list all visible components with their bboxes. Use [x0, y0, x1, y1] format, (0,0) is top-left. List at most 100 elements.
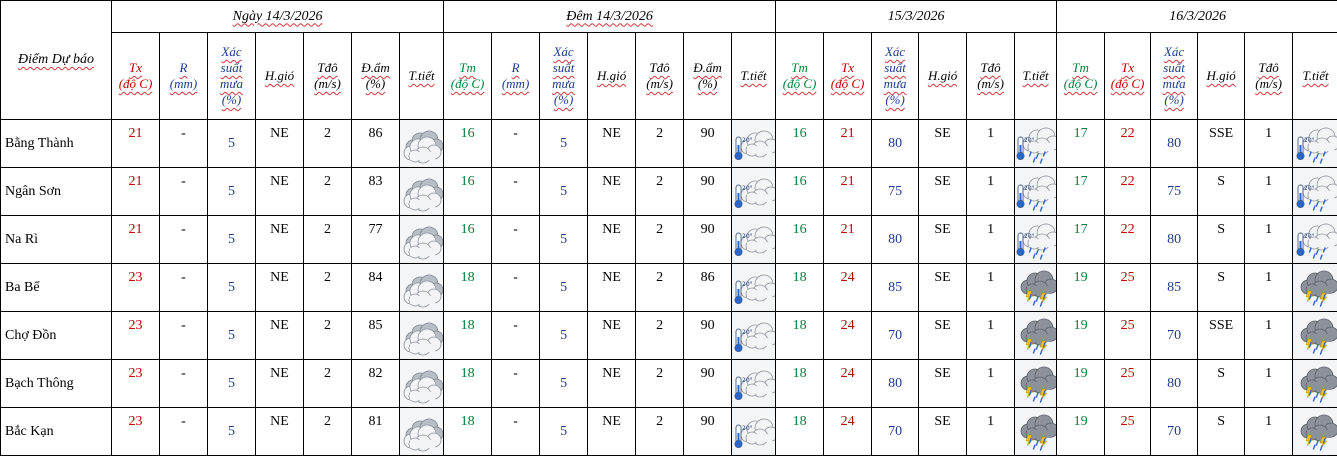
d15-wind-direction: SE: [919, 360, 967, 408]
weather-icon-cell: 20°: [1293, 168, 1337, 216]
night-rainfall: -: [492, 312, 540, 360]
day-wind-speed: 2: [304, 168, 352, 216]
column-header-line: suất: [208, 60, 255, 76]
day-col-header-6: T.tiết: [400, 33, 444, 120]
d16-wind-direction: SSE: [1198, 120, 1245, 168]
weather-icon-cell: 20°: [1293, 120, 1337, 168]
location-name: Ba Bể: [1, 264, 112, 312]
day-col-header-1: R(mm): [160, 33, 208, 120]
column-header-line: (độ C): [444, 76, 491, 92]
day-max-temp: 21: [112, 216, 160, 264]
night-rainfall: -: [492, 120, 540, 168]
column-header-line: Đ.ẩm: [684, 60, 731, 76]
night-wind-direction: NE: [588, 168, 636, 216]
location-name: Chợ Đồn: [1, 312, 112, 360]
weather-icon-cell: [400, 216, 444, 264]
weather-icon-cell: [1015, 312, 1057, 360]
weather-icon-cell: [400, 120, 444, 168]
day-rain-probability: 5: [208, 264, 256, 312]
night-min-temp: 18: [444, 264, 492, 312]
night-min-temp: 16: [444, 216, 492, 264]
night-humidity: 86: [684, 264, 732, 312]
day-rain-probability: 5: [208, 360, 256, 408]
d15-wind-direction: SE: [919, 408, 967, 456]
column-header-line: (độ C): [776, 76, 823, 92]
d15-rain-probability: 80: [872, 360, 919, 408]
weather-icon-cell: 20°: [732, 168, 776, 216]
day-wind-speed: 2: [304, 408, 352, 456]
column-header-line: (độ C): [1057, 76, 1104, 92]
d16-min-temp: 19: [1057, 408, 1105, 456]
d16-wind-direction: S: [1198, 408, 1245, 456]
day-col-header-3: H.gió: [256, 33, 304, 120]
night-wind-speed: 2: [636, 264, 684, 312]
day-rainfall: -: [160, 408, 208, 456]
column-header-line: Đ.ẩm: [352, 60, 399, 76]
weather-icon-cell: 20°: [1015, 120, 1057, 168]
cloudy-icon: [400, 268, 443, 308]
column-header-line: (%): [872, 92, 918, 108]
showers-cool-icon: 20°: [1293, 172, 1337, 212]
night-rainfall: -: [492, 360, 540, 408]
weather-icon-cell: 20°: [732, 120, 776, 168]
day-rain-probability: 5: [208, 408, 256, 456]
night-wind-direction: NE: [588, 312, 636, 360]
night-humidity: 90: [684, 408, 732, 456]
d16-wind-speed: 1: [1245, 168, 1293, 216]
d15-min-temp: 18: [776, 264, 824, 312]
column-header-line: H.gió: [256, 68, 303, 84]
night-min-temp: 16: [444, 168, 492, 216]
thunder-rain-icon: [1015, 316, 1056, 356]
thermometer-label: 20°: [742, 329, 753, 336]
column-header-line: Tm: [444, 60, 491, 76]
d16-wind-direction: S: [1198, 168, 1245, 216]
d15-rain-probability: 70: [872, 408, 919, 456]
d16-rain-probability: 70: [1151, 408, 1198, 456]
column-header-line: Xác: [540, 44, 587, 60]
day-max-temp: 23: [112, 264, 160, 312]
day-rainfall: -: [160, 360, 208, 408]
d16-col-header-4: Tđô(m/s): [1245, 33, 1293, 120]
column-header-line: (%): [684, 76, 731, 92]
d16-max-temp: 25: [1105, 264, 1151, 312]
column-header-line: R: [160, 60, 207, 76]
d16-max-temp: 22: [1105, 120, 1151, 168]
cloudy-icon: [400, 364, 443, 404]
column-header-line: suất: [1151, 60, 1197, 76]
day-wind-direction: NE: [256, 168, 304, 216]
period-header-row: Điểm Dự báo Ngày 14/3/2026 Đêm 14/3/2026…: [1, 1, 1337, 33]
location-name: Na Rì: [1, 216, 112, 264]
d15-col-header-3: H.gió: [919, 33, 967, 120]
weather-icon-cell: [1293, 264, 1337, 312]
night-rain-probability: 5: [540, 120, 588, 168]
weather-icon-cell: [1015, 264, 1057, 312]
d16-max-temp: 22: [1105, 168, 1151, 216]
day-max-temp: 21: [112, 120, 160, 168]
d16-wind-direction: S: [1198, 264, 1245, 312]
column-header-line: Tđô: [967, 60, 1014, 76]
d15-wind-direction: SE: [919, 120, 967, 168]
column-header-line: Tm: [1057, 60, 1104, 76]
weather-icon-cell: [400, 408, 444, 456]
night-rainfall: -: [492, 264, 540, 312]
column-header-line: (%): [540, 92, 587, 108]
d16-wind-direction: S: [1198, 360, 1245, 408]
d15-rain-probability: 70: [872, 312, 919, 360]
day-wind-speed: 2: [304, 120, 352, 168]
d15-wind-speed: 1: [967, 120, 1015, 168]
day-max-temp: 21: [112, 168, 160, 216]
day-max-temp: 23: [112, 312, 160, 360]
d15-col-header-0: Tm(độ C): [776, 33, 824, 120]
day-humidity: 81: [352, 408, 400, 456]
night-rain-probability: 5: [540, 312, 588, 360]
column-header-line: T.tiết: [1293, 68, 1337, 84]
day-rain-probability: 5: [208, 216, 256, 264]
thermometer-label: 20°: [742, 377, 753, 384]
weather-icon-cell: [400, 168, 444, 216]
night-min-temp: 18: [444, 312, 492, 360]
column-header-line: Tm: [776, 60, 823, 76]
thunder-rain-icon: [1293, 364, 1337, 404]
